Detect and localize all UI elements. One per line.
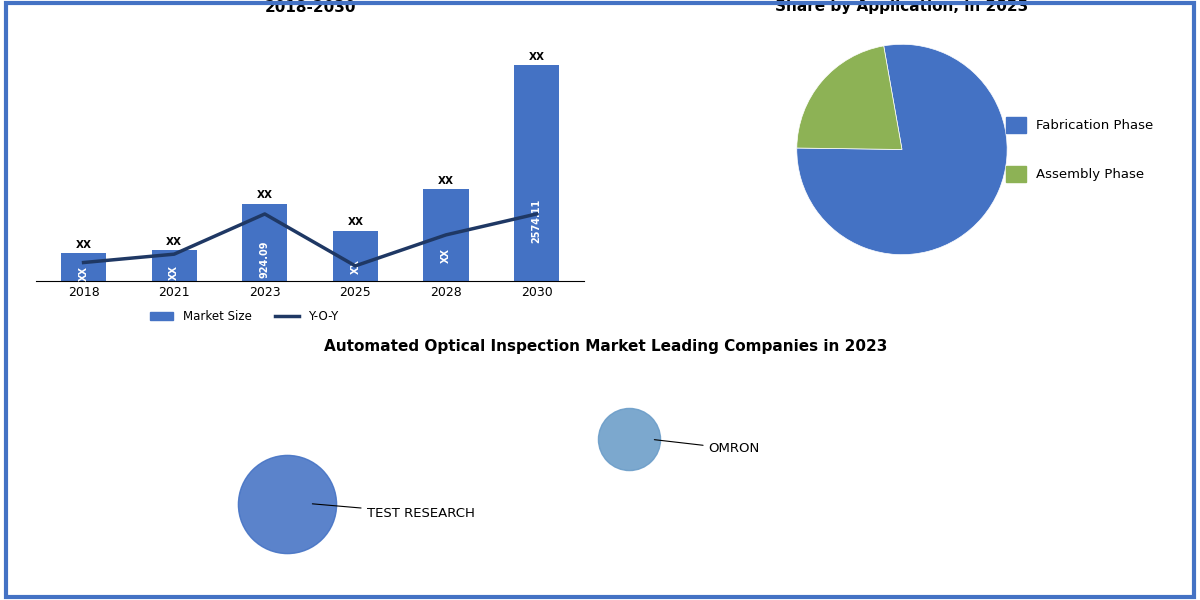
- Text: XX: XX: [169, 265, 179, 280]
- Title: Automated Optical Inspection
Market Revenue in USD Million,
2018-2030: Automated Optical Inspection Market Reve…: [175, 0, 445, 16]
- Legend: Fabrication Phase, Assembly Phase: Fabrication Phase, Assembly Phase: [1001, 112, 1159, 187]
- Point: [277, 499, 296, 508]
- Text: XX: XX: [76, 240, 91, 250]
- Title: Automated Optical Inspection Market Leading Companies in 2023: Automated Optical Inspection Market Lead…: [324, 338, 888, 353]
- Bar: [424, 189, 468, 281]
- Bar: [61, 253, 107, 281]
- Text: 2574.11: 2574.11: [532, 199, 541, 243]
- Text: XX: XX: [528, 52, 545, 62]
- Text: XX: XX: [166, 237, 182, 247]
- Text: TEST RESEARCH: TEST RESEARCH: [312, 504, 474, 520]
- Text: OMRON: OMRON: [654, 440, 760, 455]
- Text: XX: XX: [257, 190, 272, 200]
- Wedge shape: [797, 46, 902, 149]
- Bar: [242, 203, 287, 281]
- Bar: [151, 250, 197, 281]
- Text: XX: XX: [440, 248, 451, 263]
- Text: XX: XX: [78, 266, 89, 281]
- Bar: [514, 65, 559, 281]
- Text: 924.09: 924.09: [259, 241, 270, 278]
- Title: Automated Optical Inspection Market
Share by Application, in 2023: Automated Optical Inspection Market Shar…: [742, 0, 1063, 14]
- Wedge shape: [797, 44, 1007, 254]
- Text: XX: XX: [438, 176, 454, 185]
- Text: XX: XX: [347, 217, 364, 227]
- Point: [619, 434, 638, 444]
- Bar: [332, 231, 378, 281]
- Legend: Market Size, Y-O-Y: Market Size, Y-O-Y: [145, 305, 343, 328]
- Text: XX: XX: [350, 259, 360, 274]
